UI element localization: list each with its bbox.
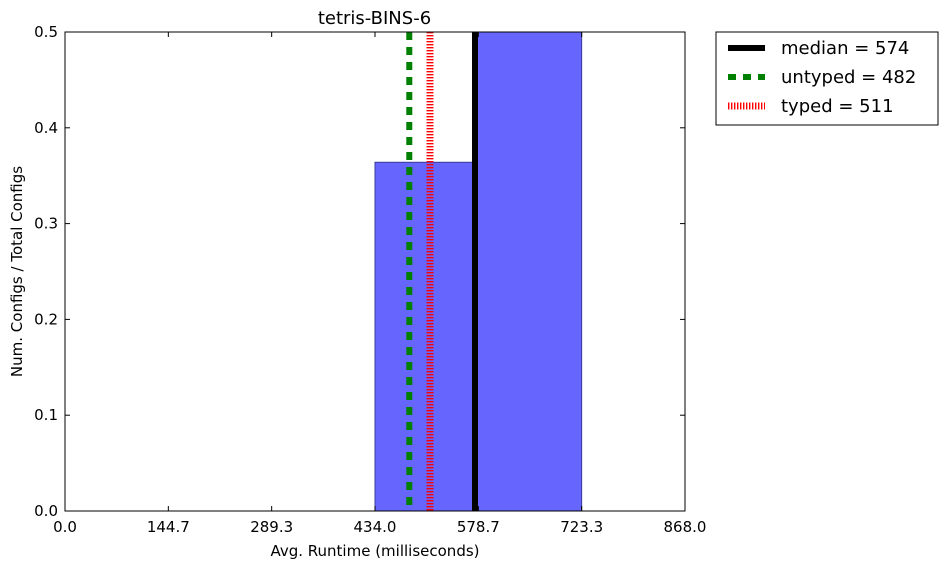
y-axis-label: Num. Configs / Total Configs xyxy=(8,166,26,377)
legend-entries: median = 574 untyped = 482 typed = 511 xyxy=(728,38,916,117)
x-tick-label: 578.7 xyxy=(457,518,500,536)
histogram-bar xyxy=(472,31,583,512)
bars-layer xyxy=(374,31,583,512)
y-tick-label: 0.1 xyxy=(34,406,58,424)
x-tick-label: 0.0 xyxy=(53,518,77,536)
y-tick-label: 0.4 xyxy=(34,119,58,137)
y-tick-label: 0.0 xyxy=(34,502,58,520)
x-tick-label: 868.0 xyxy=(664,518,707,536)
x-tick-label: 723.3 xyxy=(560,518,603,536)
legend-label: untyped = 482 xyxy=(781,67,916,88)
reference-lines-layer xyxy=(406,32,478,511)
legend-label: median = 574 xyxy=(781,38,909,59)
y-tick-label: 0.3 xyxy=(34,215,58,233)
legend: median = 574 untyped = 482 typed = 511 xyxy=(715,31,939,126)
histogram-bar xyxy=(374,161,474,512)
x-tick-label: 289.3 xyxy=(250,518,293,536)
legend-label: typed = 511 xyxy=(781,96,894,117)
x-tick-label: 144.7 xyxy=(147,518,190,536)
y-tick-label: 0.2 xyxy=(34,310,58,328)
chart-title: tetris-BINS-6 xyxy=(318,8,431,29)
y-tick-label: 0.5 xyxy=(34,23,58,41)
x-axis-label: Avg. Runtime (milliseconds) xyxy=(270,542,479,560)
ticks-layer: 0.0 144.7 289.3 434.0 578.7 723.3 868.0 0.0 0.1 0… xyxy=(34,23,706,536)
x-tick-label: 434.0 xyxy=(354,518,397,536)
